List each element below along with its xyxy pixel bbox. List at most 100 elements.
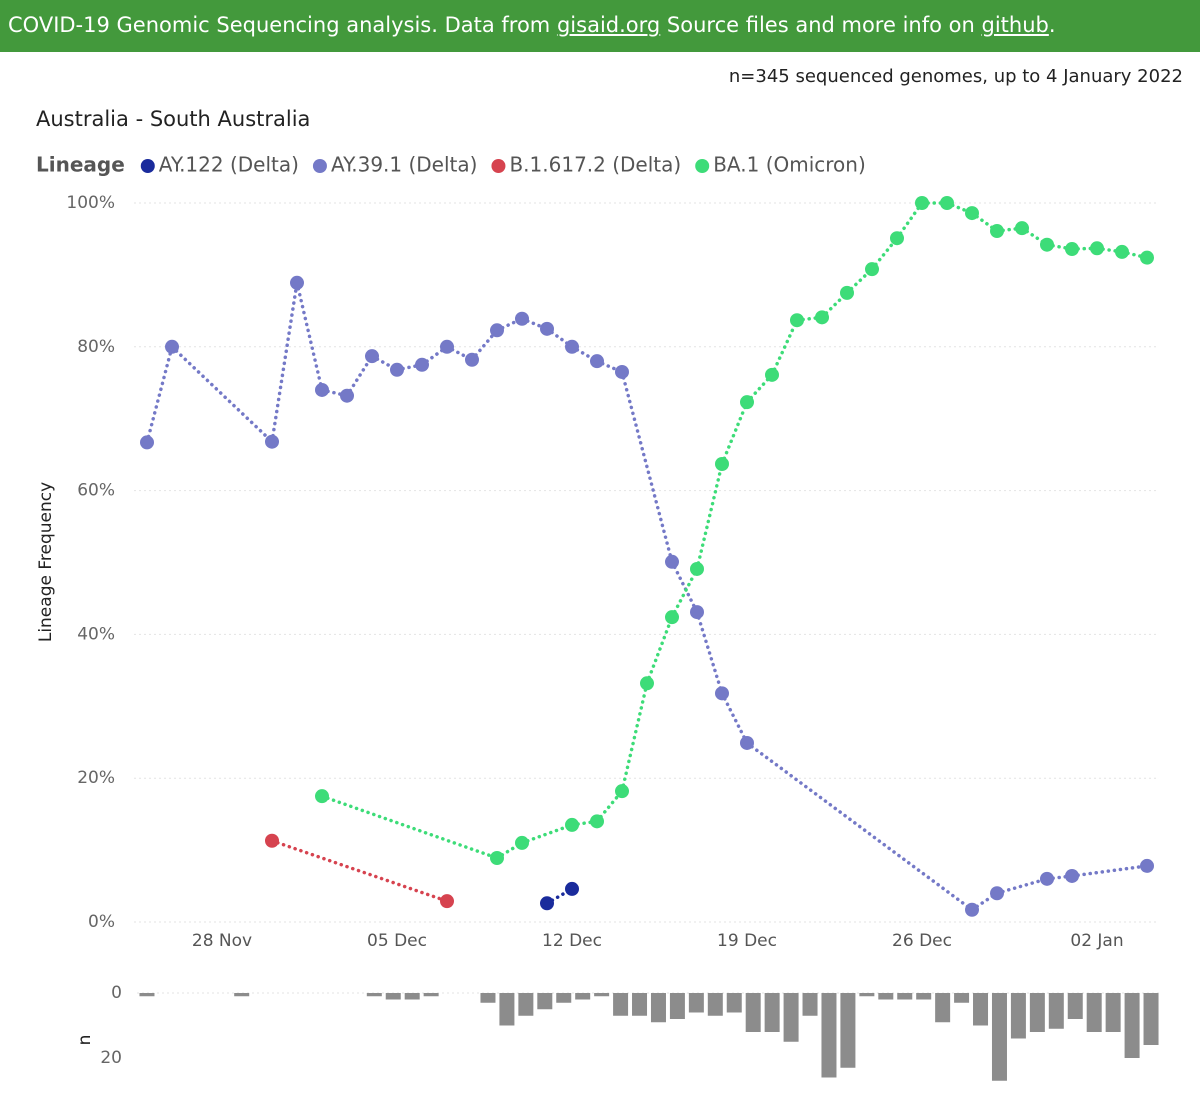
bar (632, 993, 648, 1016)
bar (935, 993, 951, 1023)
series-line (1045, 874, 1074, 881)
data-point (465, 352, 479, 367)
x-tick-label: 02 Jan (1070, 931, 1123, 951)
series-line (1070, 864, 1149, 878)
data-point (290, 275, 304, 290)
bar (1029, 993, 1045, 1032)
bar (991, 993, 1007, 1081)
series-line (995, 877, 1049, 895)
y-tick-label: 80% (77, 337, 115, 357)
y-tick-label: 40% (77, 624, 115, 644)
data-point (990, 886, 1004, 901)
data-point (1065, 868, 1079, 883)
bar (859, 993, 875, 997)
series-line (745, 741, 974, 912)
data-point (1040, 871, 1054, 886)
x-tick-label: 05 Dec (367, 931, 427, 951)
bar (366, 993, 382, 997)
bar (802, 993, 818, 1016)
series-line (520, 823, 574, 845)
data-point (1090, 241, 1104, 256)
x-tick-label: 19 Dec (717, 931, 777, 951)
data-point (440, 339, 454, 354)
series-line (995, 226, 1024, 233)
header-text: Source files and more info on (666, 13, 975, 37)
y-axis-label: n (75, 1035, 95, 1046)
y-tick-label: 0 (111, 983, 122, 1003)
legend-marker (140, 159, 155, 173)
bar (556, 993, 572, 1003)
series-line (170, 345, 274, 444)
data-point (140, 435, 154, 450)
header-text: . (1048, 13, 1056, 37)
data-point (640, 676, 654, 691)
bar (594, 993, 610, 997)
legend-marker (312, 159, 327, 173)
bar (783, 993, 799, 1042)
series-line (645, 615, 674, 686)
data-point (740, 735, 754, 750)
bar (575, 993, 591, 1000)
y-tick-label: 60% (77, 481, 115, 501)
data-point (365, 349, 379, 364)
x-tick-label: 12 Dec (542, 931, 602, 951)
series-line (620, 370, 674, 564)
bar (878, 993, 894, 1000)
bar (821, 993, 837, 1078)
link[interactable]: github (981, 13, 1049, 37)
data-point (490, 323, 504, 338)
data-point (690, 605, 704, 620)
bar (404, 993, 420, 1000)
y-tick-label: 20 (100, 1048, 122, 1068)
chart-title: Australia - South Australia (36, 107, 310, 131)
series-line (270, 281, 299, 444)
series-line (395, 363, 424, 372)
series-line (795, 315, 824, 322)
bar (234, 993, 250, 997)
series-line (1095, 246, 1124, 254)
data-point (940, 196, 954, 210)
data-point (665, 610, 679, 625)
data-point (890, 231, 904, 246)
bar (1143, 993, 1159, 1045)
y-axis-label: Lineage Frequency (36, 482, 56, 642)
bar (1124, 993, 1140, 1058)
bar (1067, 993, 1083, 1019)
series-line (570, 819, 599, 827)
bar (1105, 993, 1121, 1032)
bar (480, 993, 496, 1003)
link[interactable]: gisaid.org (556, 13, 661, 37)
data-point (740, 395, 754, 410)
data-point (615, 784, 629, 799)
bar (499, 993, 515, 1026)
data-point (515, 835, 529, 850)
bar (139, 993, 155, 997)
series-line (1070, 246, 1099, 251)
data-point (965, 206, 979, 221)
bar (707, 993, 723, 1016)
data-point (415, 357, 429, 372)
data-point (1115, 244, 1129, 259)
data-point (990, 224, 1004, 239)
series-line (895, 201, 924, 240)
bar (613, 993, 629, 1016)
data-point (1140, 250, 1154, 265)
bar (764, 993, 780, 1032)
data-point (815, 310, 829, 325)
bar (840, 993, 856, 1068)
y-tick-label: 0% (88, 912, 115, 932)
data-point (840, 285, 854, 300)
data-point (665, 554, 679, 569)
bar (954, 993, 970, 1003)
legend-label: B.1.617.2 (Delta) (509, 153, 681, 177)
series-line (145, 345, 174, 445)
bar (1048, 993, 1064, 1029)
legend-title: Lineage (36, 153, 125, 177)
data-point (790, 313, 804, 328)
legend-label: BA.1 (Omicron) (713, 153, 866, 177)
series-line (1120, 250, 1149, 260)
data-point (765, 367, 779, 382)
data-point (565, 881, 579, 896)
